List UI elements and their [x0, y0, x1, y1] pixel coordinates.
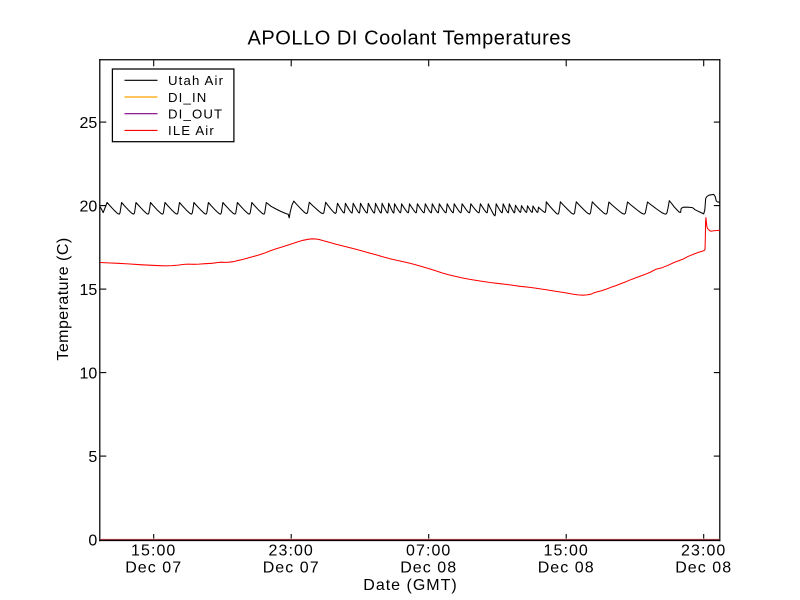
svg-text:Dec 07: Dec 07	[125, 560, 182, 577]
svg-text:Dec 07: Dec 07	[263, 560, 320, 577]
svg-text:0: 0	[88, 532, 97, 549]
svg-text:25: 25	[80, 115, 98, 132]
svg-text:DI_OUT: DI_OUT	[168, 107, 223, 122]
svg-text:15: 15	[80, 282, 98, 299]
svg-text:Temperature (C): Temperature (C)	[55, 237, 72, 360]
svg-text:Dec 08: Dec 08	[538, 560, 595, 577]
svg-text:Dec 08: Dec 08	[400, 560, 457, 577]
svg-text:23:00: 23:00	[681, 543, 726, 560]
svg-text:23:00: 23:00	[269, 543, 314, 560]
svg-text:Dec 08: Dec 08	[675, 560, 732, 577]
svg-text:Date (GMT): Date (GMT)	[363, 577, 457, 594]
svg-text:5: 5	[88, 449, 97, 466]
svg-text:07:00: 07:00	[406, 543, 451, 560]
svg-text:ILE Air: ILE Air	[168, 123, 215, 138]
svg-text:20: 20	[80, 198, 98, 215]
svg-text:15:00: 15:00	[544, 543, 589, 560]
svg-text:APOLLO DI Coolant Temperatures: APOLLO DI Coolant Temperatures	[247, 28, 571, 50]
svg-text:15:00: 15:00	[131, 543, 176, 560]
svg-text:DI_IN: DI_IN	[168, 90, 207, 105]
svg-text:10: 10	[80, 365, 98, 382]
svg-text:Utah Air: Utah Air	[168, 73, 224, 88]
